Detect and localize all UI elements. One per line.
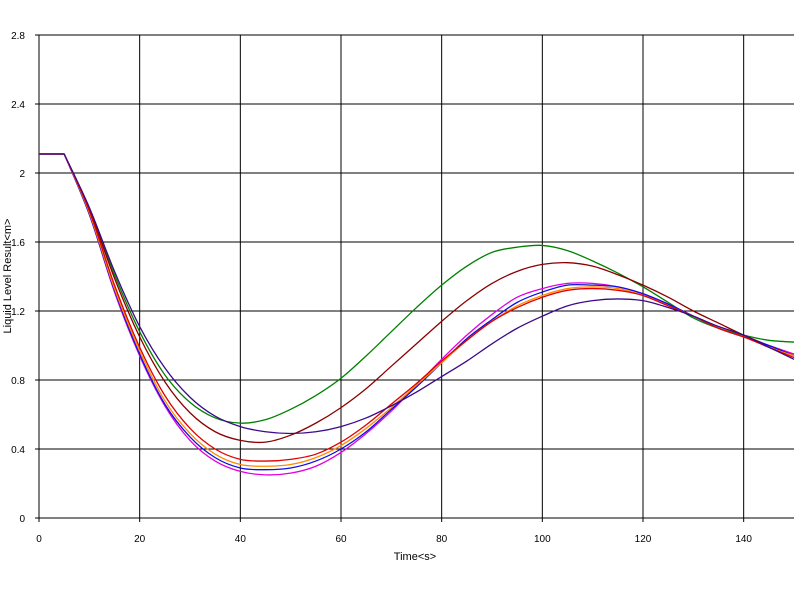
series-line-1 (39, 153, 795, 424)
series-line-4 (39, 153, 795, 471)
x-tick-labels: 0 20 40 60 80 100 120 140 (36, 534, 752, 545)
x-tick-label: 120 (635, 534, 652, 545)
y-tick-label: 1.2 (11, 307, 25, 318)
series-line-7 (39, 153, 795, 435)
x-axis-title: Time<s> (394, 551, 436, 563)
x-tick-label: 20 (134, 534, 146, 545)
y-tick-labels: 0 0.4 0.8 1.2 1.6 2 2.4 2.8 (11, 31, 25, 525)
x-tick-label: 80 (436, 534, 448, 545)
x-tick-label: 0 (36, 534, 42, 545)
y-tick-label: 0.8 (11, 376, 25, 387)
y-tick-label: 0.4 (11, 445, 25, 456)
series-lines (39, 153, 795, 476)
y-axis-title: Liquid Level Result<m> (2, 219, 14, 334)
series-line-6 (39, 153, 795, 462)
axes (35, 34, 794, 522)
series-line-2 (39, 153, 795, 444)
y-tick-label: 0 (19, 514, 25, 525)
x-tick-label: 60 (335, 534, 347, 545)
y-tick-label: 2.4 (11, 100, 25, 111)
y-tick-label: 1.6 (11, 238, 25, 249)
y-tick-label: 2 (19, 169, 25, 180)
grid-lines (39, 34, 794, 518)
x-tick-label: 100 (534, 534, 551, 545)
y-tick-label: 2.8 (11, 31, 25, 42)
x-tick-label: 140 (735, 534, 752, 545)
x-tick-label: 40 (235, 534, 247, 545)
